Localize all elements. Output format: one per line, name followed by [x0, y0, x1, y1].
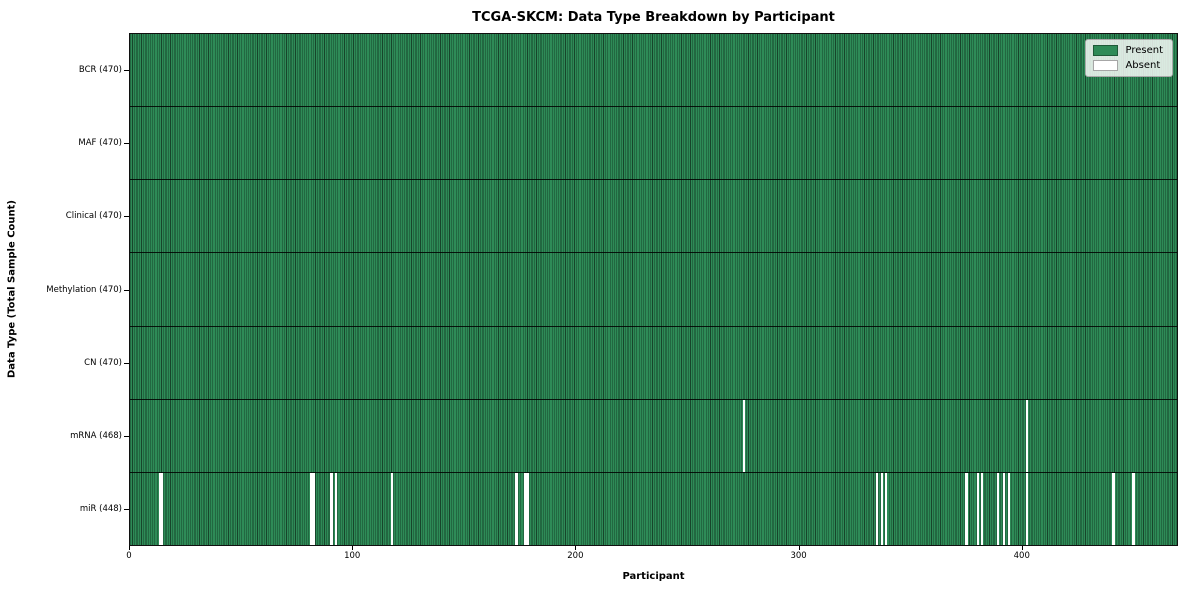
x-axis-label: Participant [622, 571, 685, 582]
y-tick-mark [124, 142, 129, 144]
absent-mark [1025, 472, 1028, 545]
y-tick-label: BCR (470) [78, 64, 122, 75]
x-tick-mark [352, 546, 354, 550]
y-tick-label: mRNA (468) [70, 431, 122, 442]
x-tick-mark [1021, 546, 1023, 550]
data-row-methylation [130, 252, 1177, 326]
absent-mark [1025, 399, 1028, 472]
legend: Present Absent [1085, 39, 1173, 77]
y-tick-label: Methylation (470) [46, 284, 122, 295]
y-tick-label: MAF (470) [78, 137, 122, 148]
data-row-clinical [130, 179, 1177, 253]
x-tick-label: 300 [790, 551, 807, 561]
absent-mark [312, 472, 315, 545]
absent-mark [1112, 472, 1115, 545]
absent-mark [161, 472, 164, 545]
x-tick-label: 400 [1013, 551, 1030, 561]
y-tick-mark [124, 216, 129, 218]
x-tick-label: 0 [126, 551, 132, 561]
absent-mark [996, 472, 999, 545]
absent-mark [876, 472, 879, 545]
absent-mark [980, 472, 984, 545]
x-tick-mark [129, 546, 130, 550]
absent-mark [976, 472, 979, 545]
data-row-maf [130, 106, 1177, 180]
absent-mark [158, 472, 162, 545]
absent-swatch [1093, 60, 1119, 71]
legend-entry-absent: Absent [1093, 60, 1163, 71]
y-tick-mark [124, 436, 129, 438]
data-row-mir [130, 471, 1177, 545]
present-swatch [1093, 45, 1119, 56]
legend-absent-label: Absent [1125, 60, 1161, 71]
data-row-mrna [130, 398, 1177, 472]
data-row-cn [130, 325, 1177, 399]
y-tick-mark [124, 69, 129, 71]
absent-mark [515, 472, 518, 545]
data-row-bcr [130, 34, 1177, 107]
x-tick-mark [798, 546, 800, 550]
absent-mark [526, 472, 529, 545]
absent-mark [885, 472, 888, 545]
legend-entry-present: Present [1093, 45, 1163, 56]
absent-mark [330, 472, 333, 545]
absent-mark [524, 472, 527, 545]
y-tick-label: Clinical (470) [65, 211, 122, 222]
y-tick-mark [124, 509, 129, 511]
y-tick-mark [124, 362, 129, 364]
x-tick-mark [575, 546, 577, 550]
absent-mark [880, 472, 883, 545]
absent-mark [1007, 472, 1010, 545]
absent-mark [965, 472, 968, 545]
y-axis-label: Data Type (Total Sample Count) [6, 199, 18, 379]
x-tick-label: 200 [567, 551, 584, 561]
absent-mark [1132, 472, 1135, 545]
absent-mark [310, 472, 313, 545]
absent-mark [742, 399, 745, 472]
legend-present-label: Present [1125, 45, 1163, 56]
y-tick-label: CN (470) [84, 357, 122, 368]
absent-mark [1003, 472, 1006, 545]
plot-rows [130, 34, 1177, 545]
x-tick-label: 100 [344, 551, 361, 561]
plot-area: Present Absent [129, 33, 1178, 546]
absent-mark [390, 472, 393, 545]
y-tick-label: miR (448) [79, 504, 122, 515]
chart-title: TCGA-SKCM: Data Type Breakdown by Partic… [472, 10, 835, 25]
absent-mark [334, 472, 338, 545]
y-tick-mark [124, 289, 129, 291]
